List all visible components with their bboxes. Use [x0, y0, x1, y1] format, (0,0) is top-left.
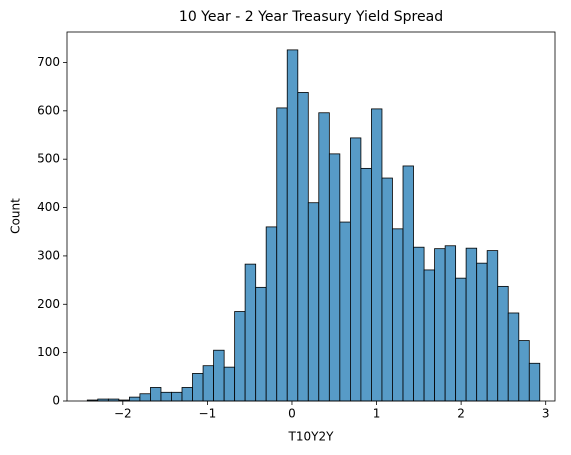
- y-tick-label: 100: [37, 345, 60, 359]
- y-tick-label: 200: [37, 297, 60, 311]
- bar: [486, 250, 499, 402]
- y-tick-label: 300: [37, 248, 60, 262]
- bar: [286, 49, 299, 402]
- plot-frame: [66, 31, 556, 402]
- bar: [360, 167, 372, 402]
- bar: [339, 221, 351, 402]
- chart-title: 10 Year - 2 Year Treasury Yield Spread: [179, 9, 443, 25]
- x-tick-label: −2: [114, 407, 132, 421]
- y-tick-label: 600: [37, 103, 60, 117]
- bar: [497, 285, 509, 402]
- bar: [434, 248, 446, 402]
- bar: [413, 246, 425, 402]
- bar: [528, 362, 541, 402]
- bar: [255, 286, 267, 402]
- bar: [129, 396, 141, 402]
- bar: [234, 311, 246, 402]
- x-tick-label: 3: [542, 407, 550, 421]
- bar: [444, 245, 457, 402]
- bar: [392, 228, 404, 402]
- bar: [213, 349, 225, 402]
- bar: [160, 391, 172, 402]
- bar: [171, 391, 183, 402]
- bar: [181, 387, 193, 402]
- bar: [381, 177, 393, 402]
- bar: [150, 387, 162, 402]
- y-tick-label: 0: [52, 394, 60, 408]
- bar: [350, 137, 362, 402]
- y-tick-label: 500: [37, 152, 60, 166]
- bar: [455, 277, 467, 402]
- bar: [507, 312, 520, 402]
- y-tick-label: 700: [37, 55, 60, 69]
- bar: [276, 107, 288, 402]
- x-axis-label: T10Y2Y: [288, 430, 335, 444]
- x-tick-label: 2: [457, 407, 465, 421]
- bar: [371, 108, 383, 402]
- y-axis-label: Count: [9, 198, 23, 234]
- y-tick-label: 400: [37, 200, 60, 214]
- bar: [223, 366, 236, 402]
- bar: [318, 112, 330, 402]
- bar: [402, 165, 414, 402]
- bar: [265, 226, 278, 402]
- bar: [192, 373, 204, 402]
- bar: [244, 263, 257, 402]
- bar: [139, 393, 151, 402]
- bar: [307, 202, 320, 402]
- bar: [465, 247, 478, 402]
- x-tick-label: −1: [199, 407, 217, 421]
- bar: [518, 340, 530, 402]
- bar: [328, 153, 341, 402]
- bar: [423, 269, 435, 402]
- bar: [202, 365, 214, 402]
- bar: [297, 92, 309, 402]
- x-tick-label: 1: [373, 407, 381, 421]
- bar: [476, 262, 488, 402]
- x-tick-label: 0: [288, 407, 296, 421]
